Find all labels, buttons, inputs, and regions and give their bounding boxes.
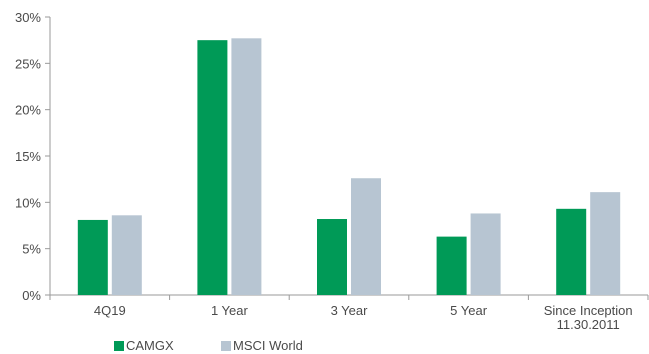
- legend: CAMGX MSCI World: [0, 337, 649, 354]
- x-tick-label: 5 Year: [450, 303, 488, 318]
- bar: [111, 215, 142, 295]
- bar: [556, 208, 587, 295]
- bar: [590, 192, 621, 295]
- y-tick-label: 0%: [22, 288, 41, 303]
- y-tick-label: 20%: [15, 103, 41, 118]
- x-tick-label: 11.30.2011: [557, 317, 620, 332]
- bar: [436, 236, 467, 295]
- x-tick-label: Since Inception: [544, 303, 633, 318]
- x-tick-label: 4Q19: [94, 303, 126, 318]
- legend-swatch-msci-world: [221, 340, 231, 351]
- bar-chart-svg: 0% 5% 10% 15% 20% 25% 30% 4Q19 1 Year 3 Year 5 Yea…: [15, 10, 649, 332]
- bar: [77, 219, 108, 295]
- y-tick-label: 25%: [15, 56, 41, 71]
- bar: [317, 219, 347, 295]
- y-tick-label: 5%: [22, 242, 41, 257]
- bar: [470, 213, 501, 295]
- legend-label-msci-world: MSCI World: [233, 338, 303, 353]
- y-tick-label: 10%: [15, 195, 41, 210]
- y-tick-label: 15%: [15, 149, 41, 164]
- bar: [351, 178, 381, 295]
- legend-label-camgx: CAMGX: [126, 338, 174, 353]
- bar: [197, 40, 228, 295]
- legend-swatch-camgx: [114, 340, 124, 351]
- legend-item-msci-world: MSCI World: [221, 337, 303, 354]
- x-tick-label: 1 Year: [211, 303, 249, 318]
- bar: [231, 38, 262, 296]
- y-tick-label: 30%: [15, 10, 41, 25]
- x-tick-label: 3 Year: [331, 303, 369, 318]
- legend-item-camgx: CAMGX: [114, 337, 174, 354]
